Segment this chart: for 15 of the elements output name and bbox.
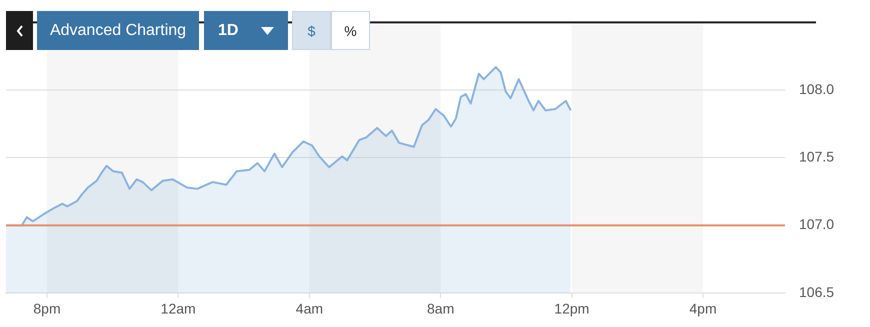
x-tick-label: 4am [296,300,324,316]
x-tick-label: 4pm [689,300,717,316]
range-dropdown: 1D [204,11,288,50]
y-tick-label: 107.5 [799,148,834,165]
y-tick-label: 106.5 [799,284,834,300]
percent-toggle: % [331,11,370,50]
x-tick-label: 8pm [33,300,61,316]
y-tick-label: 108.0 [799,80,834,97]
x-tick-label: 12am [160,300,196,316]
x-tick-label: 12pm [554,300,590,316]
currency-toggle: $ [292,11,331,50]
annotation: 1D [218,22,238,40]
x-tick-label: 8am [426,300,454,316]
advanced-charting-button: Advanced Charting [37,11,199,50]
y-tick-label: 107.0 [799,216,834,232]
